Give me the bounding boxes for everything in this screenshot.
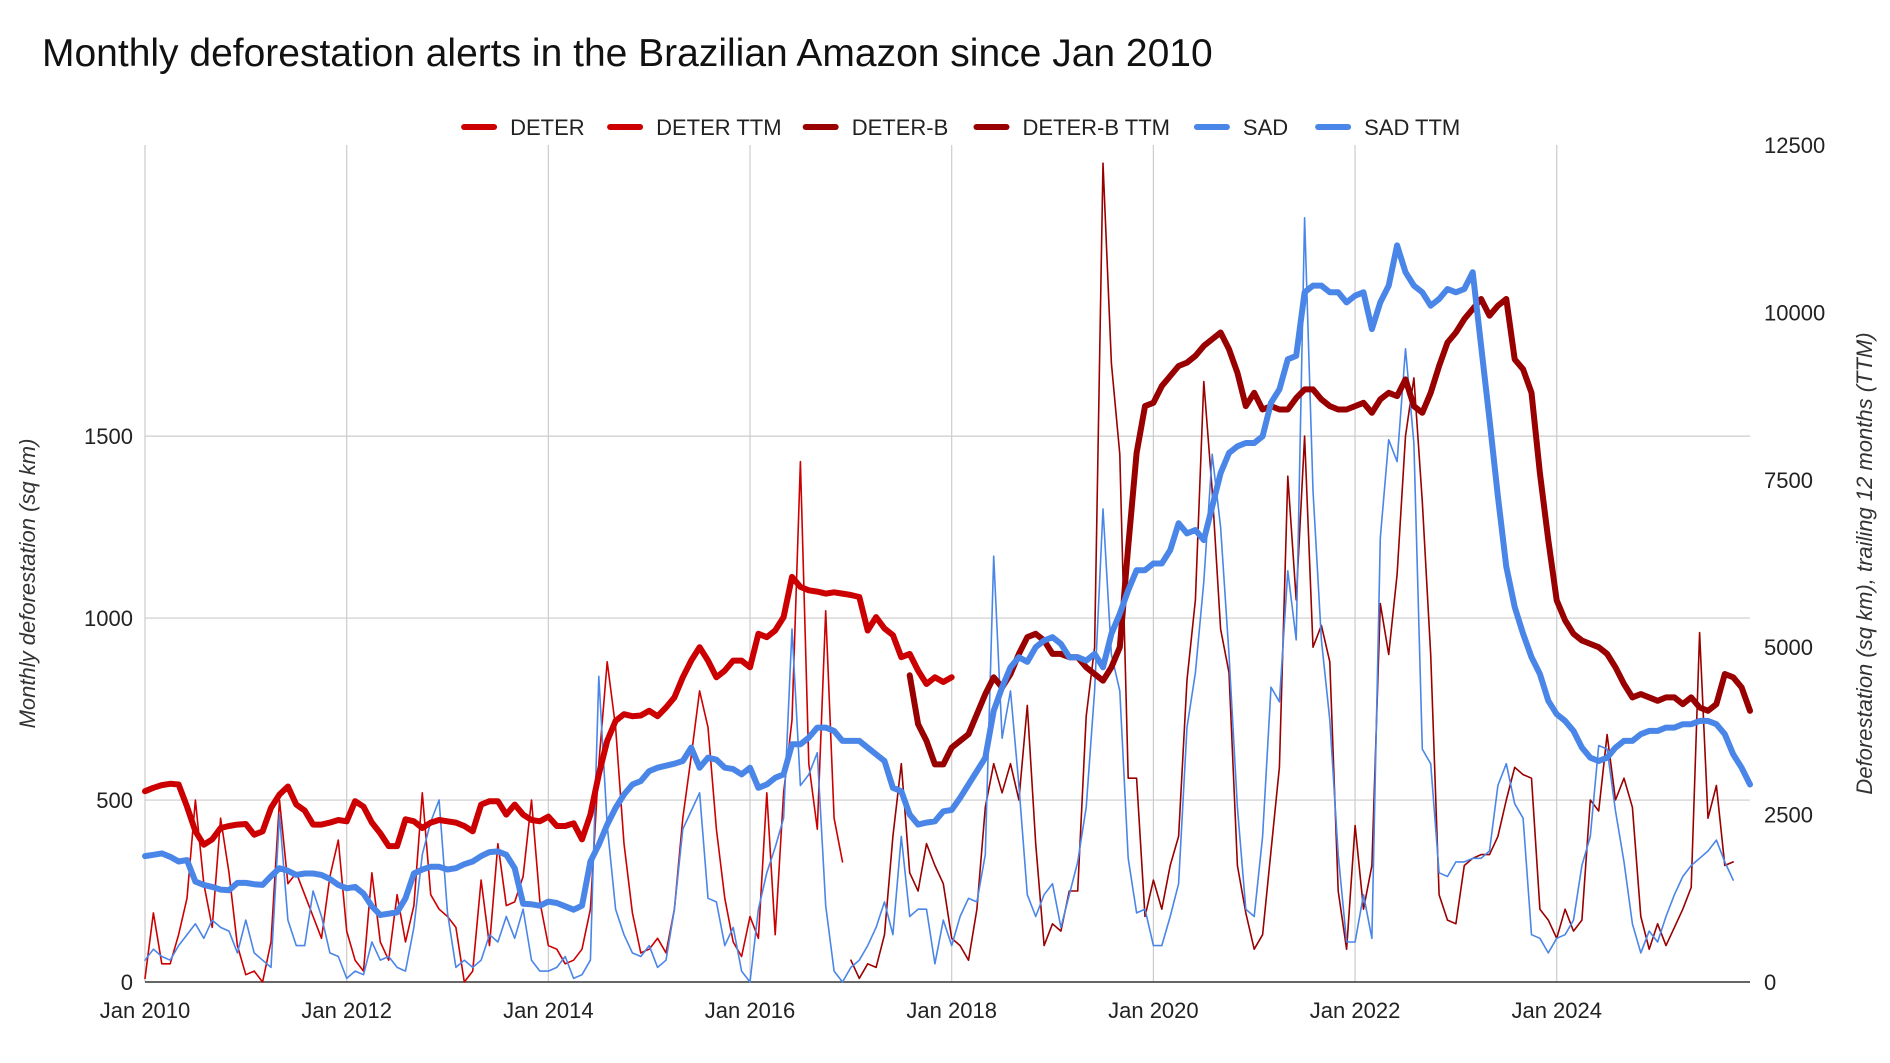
grid-layer (144, 145, 1750, 983)
y-right-tick-label: 2500 (1764, 803, 1813, 828)
y-left-tick-label: 1000 (84, 606, 133, 631)
legend-item-deter-b-ttm[interactable]: DETER-B TTM (973, 115, 1170, 140)
x-tick-label: Jan 2010 (100, 998, 191, 1023)
series-line-sad-ttm (142, 242, 1753, 918)
x-tick-label: Jan 2020 (1108, 998, 1199, 1023)
legend-label: DETER TTM (656, 115, 781, 140)
legend[interactable]: DETER DETER TTM DETER-B DETER-B TTM SAD SAD T… (461, 115, 1460, 140)
legend-label: SAD TTM (1364, 115, 1460, 140)
legend-item-deter-ttm[interactable]: DETER TTM (607, 115, 782, 140)
y-left-axis-title: Monthly deforestation (sq km) (15, 439, 40, 729)
legend-label: SAD (1243, 115, 1288, 140)
legend-item-sad-ttm[interactable]: SAD TTM (1315, 115, 1460, 140)
legend-label: DETER (510, 115, 585, 140)
legend-item-sad[interactable]: SAD (1193, 115, 1288, 140)
y-right-tick-label: 7500 (1764, 468, 1813, 493)
x-tick-label: Jan 2014 (503, 998, 594, 1023)
series-deter-ttm (142, 573, 955, 850)
series-line-sad (144, 217, 1734, 983)
series-sad-ttm (142, 242, 1753, 918)
chart-title: Monthly deforestation alerts in the Braz… (42, 32, 1213, 75)
x-tick-label: Jan 2012 (301, 998, 392, 1023)
x-tick-label: Jan 2018 (906, 998, 997, 1023)
y-right-tick-label: 12500 (1764, 133, 1825, 158)
legend-label: DETER-B (852, 115, 949, 140)
legend-item-deter[interactable]: DETER (461, 115, 585, 140)
series-deter-b-ttm (906, 296, 1753, 768)
series-deter-b (850, 162, 1734, 980)
series-sad (144, 217, 1734, 983)
y-right-tick-label: 10000 (1764, 300, 1825, 325)
series-layer (142, 162, 1753, 983)
y-left-tick-label: 1500 (84, 424, 133, 449)
series-deter (144, 460, 844, 983)
series-line-deter-ttm (142, 573, 955, 850)
y-left-tick-label: 0 (121, 970, 133, 995)
y-right-tick-label: 0 (1764, 970, 1776, 995)
x-tick-label: Jan 2022 (1310, 998, 1401, 1023)
legend-item-deter-b[interactable]: DETER-B (802, 115, 949, 140)
series-line-deter-b-ttm (906, 296, 1753, 768)
y-right-tick-label: 5000 (1764, 635, 1813, 660)
x-tick-label: Jan 2016 (705, 998, 796, 1023)
series-line-deter-b (850, 162, 1734, 980)
y-right-axis-title: Deforestation (sq km), trailing 12 month… (1852, 332, 1877, 794)
y-left-tick-label: 500 (96, 788, 133, 813)
x-tick-label: Jan 2024 (1511, 998, 1602, 1023)
legend-label: DETER-B TTM (1023, 115, 1170, 140)
axis-layer: Jan 2010 Jan 2012 Jan 2014 Jan 2016 Jan 2018… (15, 133, 1877, 1023)
series-line-deter (144, 460, 844, 983)
